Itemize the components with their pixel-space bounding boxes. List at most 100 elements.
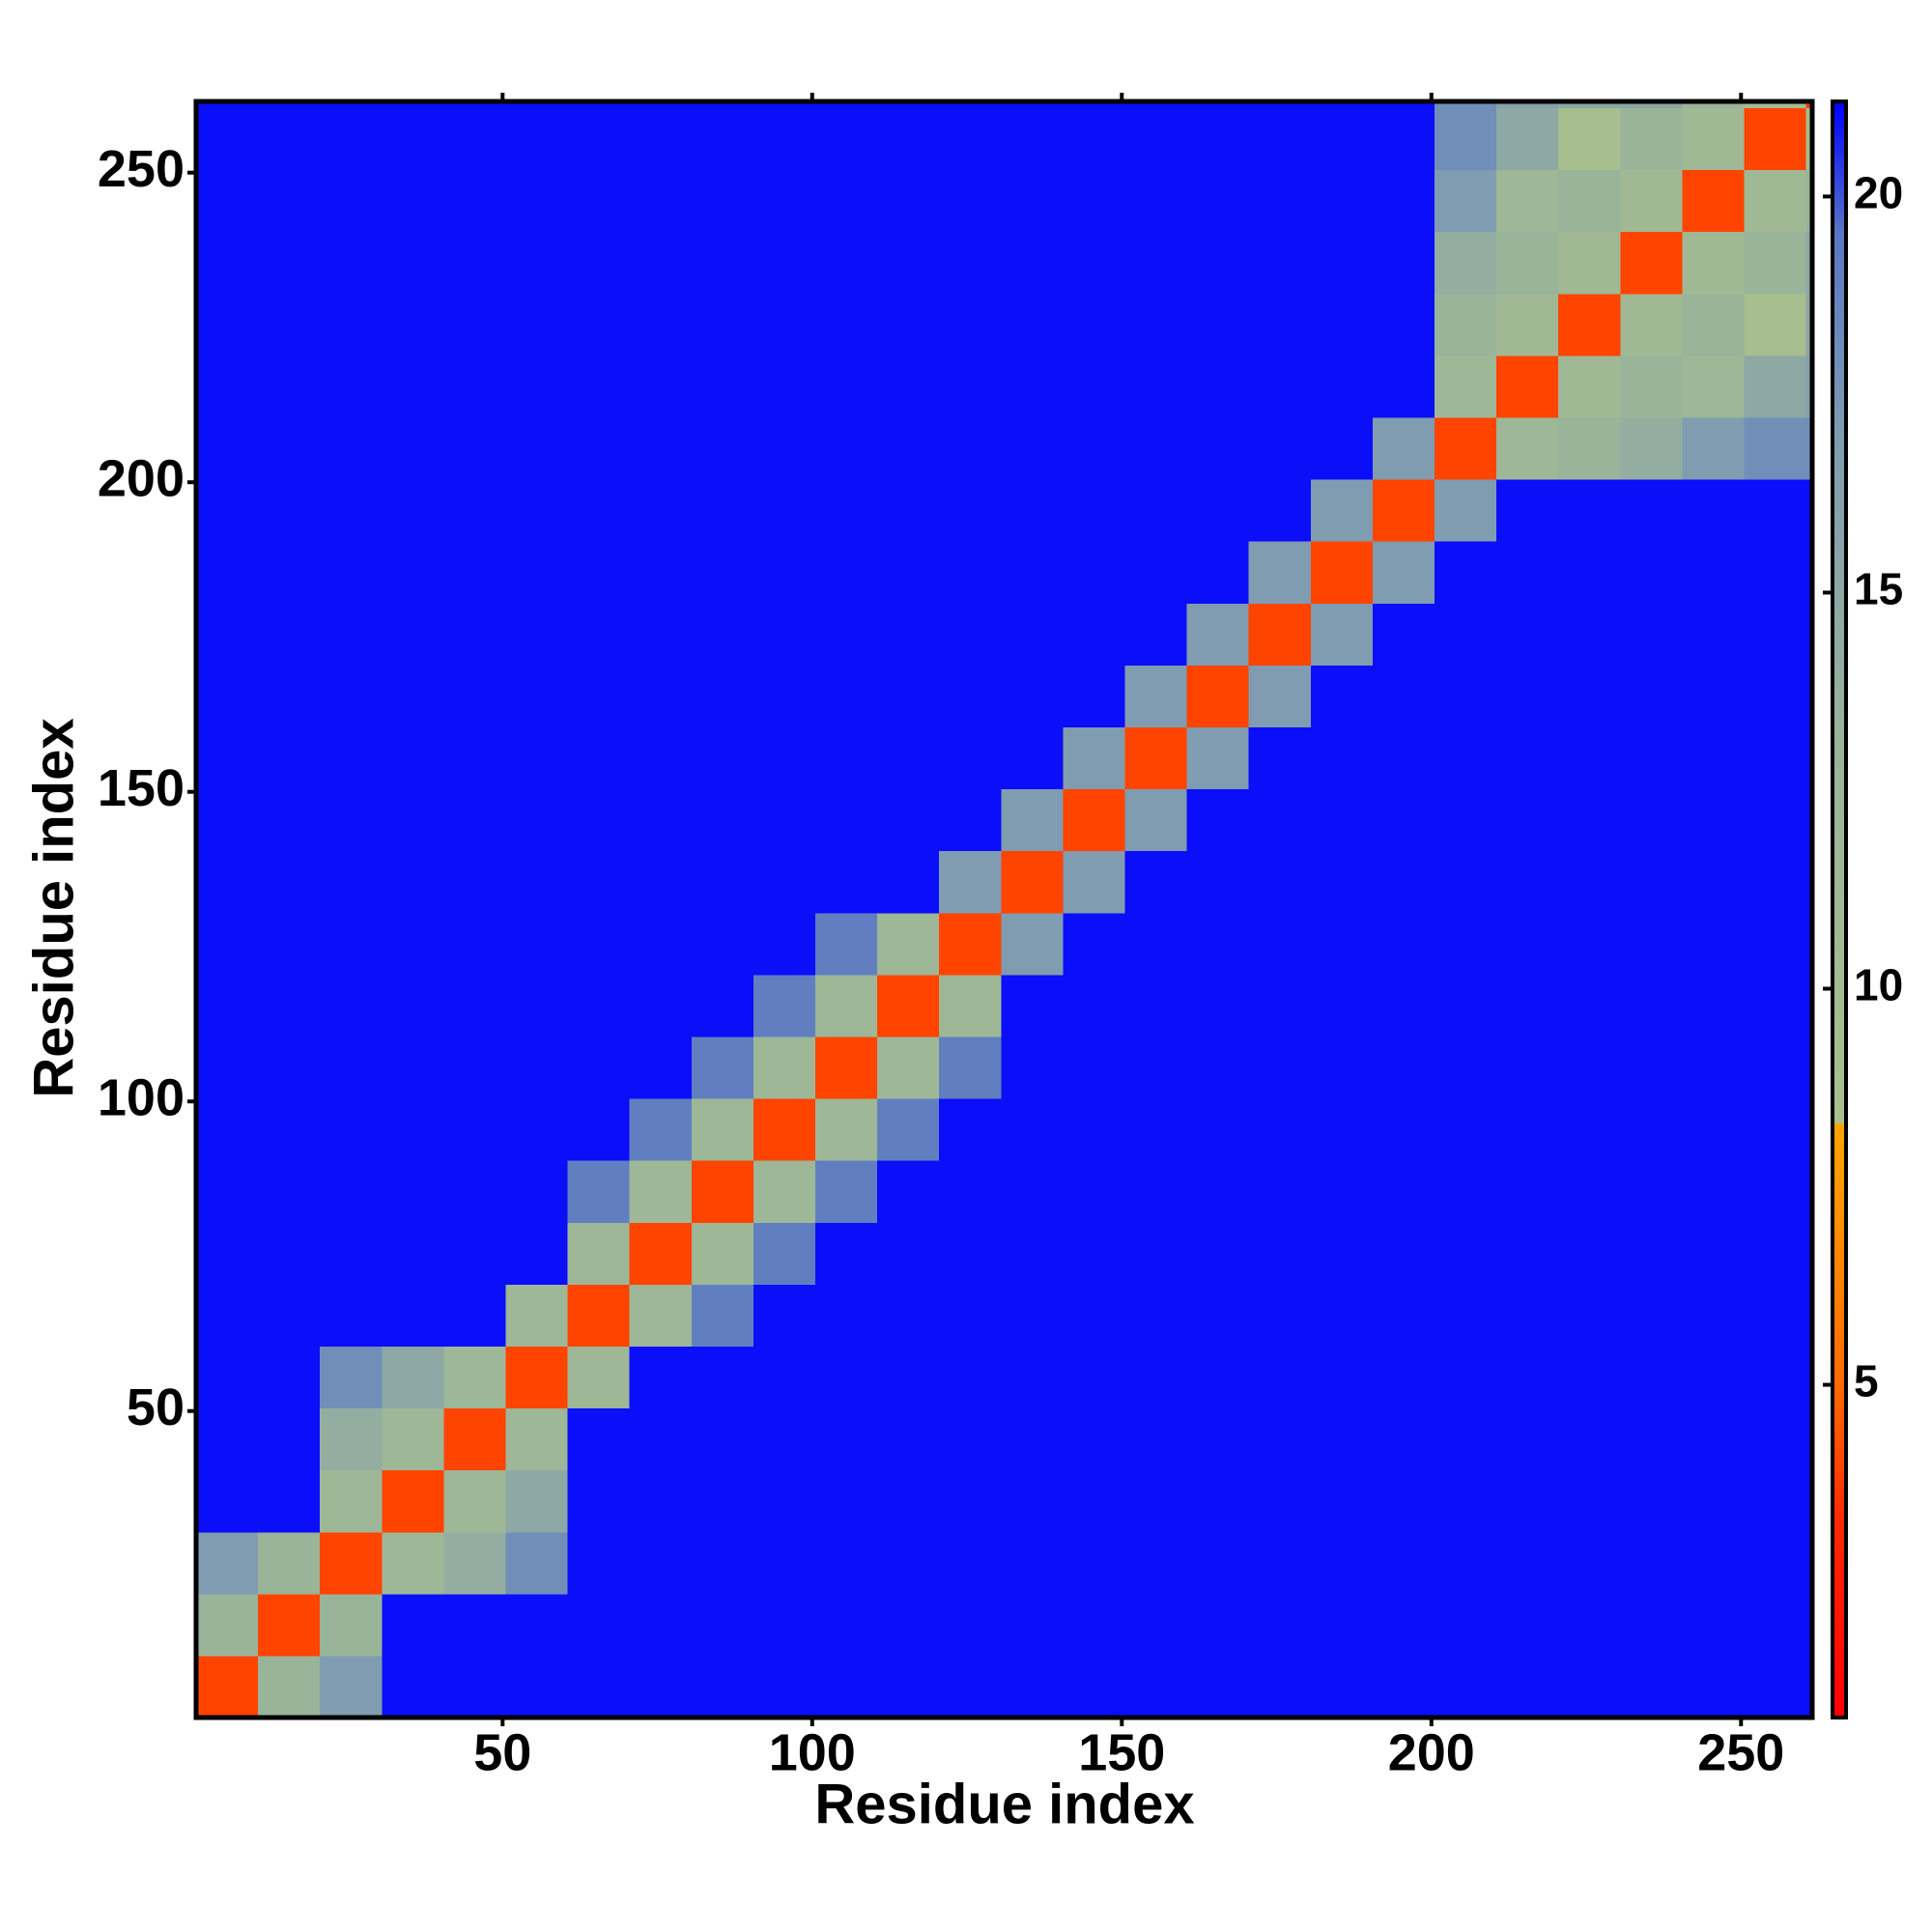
heatmap-cell [1434,541,1497,604]
heatmap-cell [1744,665,1807,728]
heatmap-cell [1063,1469,1126,1533]
heatmap-cell [1186,850,1250,914]
heatmap-cell [1682,1593,1746,1657]
heatmap-cell [258,1531,321,1595]
heatmap-cell [1744,107,1807,171]
heatmap-cell [629,293,693,356]
heatmap-cell [1372,169,1435,233]
heatmap-cell [939,1098,1002,1161]
heatmap-cell [1124,1593,1188,1657]
heatmap-cell [1496,1469,1559,1533]
heatmap-cell [443,1098,507,1161]
heatmap-cell [1001,726,1064,790]
heatmap-cell [877,850,940,914]
heatmap-cell [691,603,754,666]
heatmap-cell [196,355,259,418]
heatmap-cell [939,1593,1002,1657]
heatmap-cell [1744,293,1807,356]
heatmap-cell [1558,169,1621,233]
heatmap-cell [629,101,693,109]
heatmap-cell [1248,541,1312,604]
heatmap-cell [382,1036,444,1099]
heatmap-cell [505,726,569,790]
heatmap-cell [1186,355,1250,418]
heatmap-cell [320,603,383,666]
heatmap-cell [1496,541,1559,604]
heatmap-cell [320,665,383,728]
heatmap-cell [753,1593,816,1657]
heatmap-cell [505,1531,569,1595]
heatmap-cell [877,788,940,852]
heatmap-cell [1248,1593,1312,1657]
heatmap-cell [1248,1407,1312,1471]
heatmap-cell [1063,1222,1126,1285]
heatmap-cell [196,788,259,852]
heatmap-cell [1124,169,1188,233]
heatmap-cell [567,101,631,109]
heatmap-cell [443,1531,507,1595]
heatmap-cell [1310,479,1374,542]
heatmap-cell [1248,1655,1312,1719]
heatmap-cell [320,1160,383,1223]
heatmap-cell [877,169,940,233]
heatmap-cell [1310,850,1374,914]
heatmap-cell [1186,912,1250,976]
heatmap-cell [629,974,693,1037]
heatmap-cell [1805,1160,1813,1223]
y-tick-label: 250 [98,140,185,198]
heatmap-cell [1310,541,1374,604]
heatmap-cell [1620,665,1683,728]
heatmap-cell [1124,479,1188,542]
heatmap-cell [382,603,444,666]
heatmap-cell [320,1222,383,1285]
heatmap-cell [1124,1036,1188,1099]
heatmap-cell [1001,1593,1064,1657]
heatmap-cell [1682,101,1746,109]
heatmap-cell [1620,101,1683,109]
heatmap-cell [320,1036,383,1099]
heatmap-cell [443,1655,507,1719]
heatmap-cell [1434,1284,1497,1348]
heatmap-cell [1248,1160,1312,1223]
heatmap-cell [1124,1531,1188,1595]
heatmap-cell [1063,541,1126,604]
heatmap-cell [1496,912,1559,976]
plot-frame [193,99,1815,1720]
heatmap-cell [1744,231,1807,295]
heatmap-cell [258,726,321,790]
heatmap-cell [505,665,569,728]
heatmap-cell [939,974,1002,1037]
heatmap-cell [1063,1346,1126,1409]
heatmap-cell [1620,974,1683,1037]
heatmap-cell [1434,1655,1497,1719]
heatmap-cell [1186,1036,1250,1099]
heatmap-cell [877,1593,940,1657]
heatmap-cell [1310,1160,1374,1223]
heatmap-cell [505,788,569,852]
heatmap-cell [196,101,259,109]
heatmap-cell [1805,231,1813,295]
heatmap-cell [1620,1284,1683,1348]
heatmap-cell [1620,293,1683,356]
heatmap-cell [814,726,878,790]
heatmap-cell [1620,1407,1683,1471]
heatmap-cell [814,1593,878,1657]
heatmap-cell [1186,231,1250,295]
heatmap-cell [1682,1036,1746,1099]
heatmap-cell [1372,479,1435,542]
heatmap-cell [1434,1346,1497,1409]
heatmap-cell [1001,1655,1064,1719]
heatmap-cell [877,1222,940,1285]
heatmap-cell [1558,850,1621,914]
heatmap-cell [1558,1531,1621,1595]
heatmap-cell [505,107,569,171]
heatmap-cell [814,1346,878,1409]
heatmap-cell [1496,1160,1559,1223]
heatmap-cell [1248,479,1312,542]
heatmap-cell [320,101,383,109]
heatmap-cell [1434,1222,1497,1285]
heatmap-cell [814,231,878,295]
heatmap-cell [691,665,754,728]
heatmap-cell [320,541,383,604]
heatmap-cell [939,665,1002,728]
